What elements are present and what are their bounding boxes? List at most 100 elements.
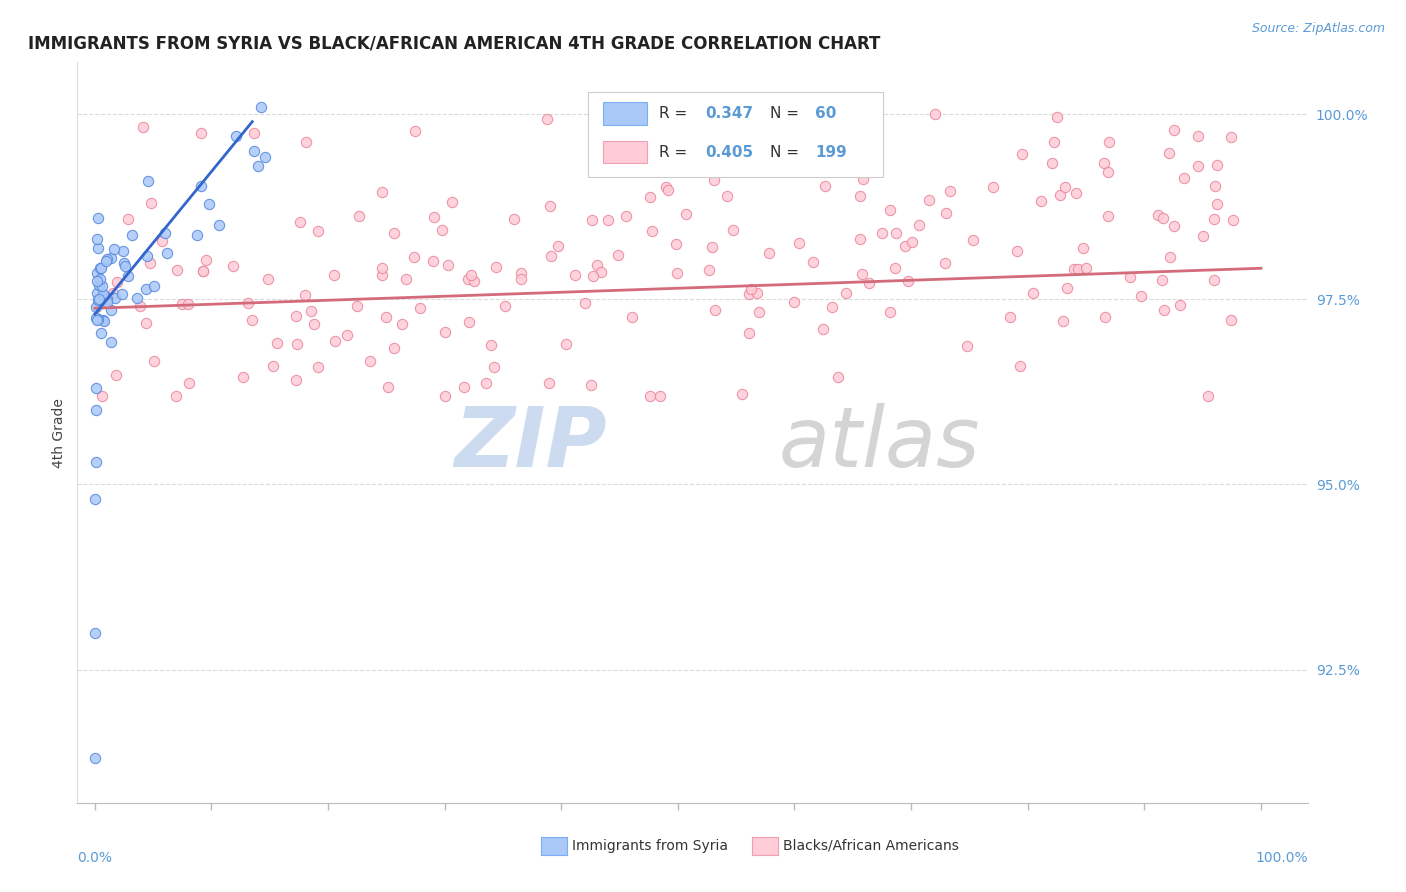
Point (86, 232, 108, 246)
Point (827, 369, 849, 384)
Point (1011, 147, 1033, 161)
Point (745, 286, 768, 301)
Point (1052, 314, 1074, 328)
Point (1202, 273, 1225, 287)
Point (665, 236, 688, 251)
Point (1150, 272, 1173, 286)
Point (731, 386, 754, 401)
Point (190, 126, 212, 140)
Point (1063, 262, 1085, 277)
Point (186, 227, 208, 242)
Point (1163, 123, 1185, 137)
Point (307, 224, 329, 238)
Point (537, 376, 560, 391)
Point (89, 326, 111, 340)
Point (716, 108, 738, 122)
Point (1029, 194, 1052, 209)
Text: N =: N = (770, 106, 804, 121)
Point (90, 261, 112, 276)
Point (738, 286, 761, 301)
Point (87, 241, 110, 255)
Point (190, 178, 212, 193)
Point (589, 265, 612, 279)
Text: 0.0%: 0.0% (77, 851, 112, 865)
Point (404, 124, 426, 138)
Point (86, 300, 108, 314)
Point (648, 388, 671, 402)
Point (84, 751, 107, 765)
Point (84, 403, 107, 417)
Point (90, 279, 112, 293)
Point (165, 388, 187, 402)
Point (285, 337, 308, 351)
Point (225, 129, 247, 144)
Point (1010, 359, 1032, 373)
Point (1220, 312, 1243, 326)
Point (453, 380, 475, 394)
Point (142, 354, 165, 368)
Point (1192, 229, 1215, 244)
Point (86, 275, 108, 289)
Point (391, 317, 413, 331)
Point (197, 197, 219, 211)
Point (1222, 213, 1244, 227)
Point (84, 492, 107, 507)
Point (375, 310, 398, 324)
Point (1187, 128, 1209, 143)
Point (104, 368, 127, 383)
Point (581, 213, 603, 227)
Point (596, 213, 619, 227)
Point (142, 279, 165, 293)
Point (266, 335, 288, 350)
Point (1206, 158, 1229, 172)
Point (371, 268, 394, 283)
Point (423, 211, 446, 225)
Point (482, 359, 505, 374)
Point (336, 328, 359, 343)
Point (1204, 179, 1226, 194)
Point (87, 293, 110, 307)
Point (704, 302, 727, 317)
Point (84, 455, 107, 469)
Point (433, 388, 456, 402)
Text: atlas: atlas (779, 403, 980, 484)
Point (194, 253, 217, 268)
Point (117, 212, 139, 227)
FancyBboxPatch shape (588, 92, 883, 178)
Point (262, 359, 284, 374)
Point (100, 251, 122, 265)
Point (243, 126, 266, 140)
Point (89, 260, 111, 275)
Point (1005, 244, 1028, 258)
Point (924, 107, 946, 121)
Point (1220, 130, 1243, 145)
Point (574, 296, 596, 310)
Point (246, 159, 269, 173)
Point (879, 304, 901, 318)
Point (166, 263, 188, 277)
Point (582, 269, 605, 284)
Point (111, 286, 134, 301)
Point (440, 195, 463, 210)
Point (359, 353, 381, 368)
Point (86, 312, 108, 326)
Text: Source: ZipAtlas.com: Source: ZipAtlas.com (1251, 22, 1385, 36)
Point (1159, 145, 1181, 160)
Point (640, 224, 662, 238)
Point (90, 388, 112, 402)
Point (1064, 186, 1087, 200)
Point (783, 295, 806, 310)
Point (894, 239, 917, 253)
Point (1040, 156, 1063, 170)
Point (1197, 388, 1219, 402)
Point (676, 157, 699, 171)
Point (564, 268, 586, 282)
Point (866, 162, 889, 177)
Point (1187, 159, 1209, 173)
Point (96, 252, 118, 267)
Point (191, 263, 214, 277)
Point (1152, 211, 1174, 226)
Point (96, 292, 118, 306)
Point (117, 268, 139, 283)
Point (638, 190, 661, 204)
